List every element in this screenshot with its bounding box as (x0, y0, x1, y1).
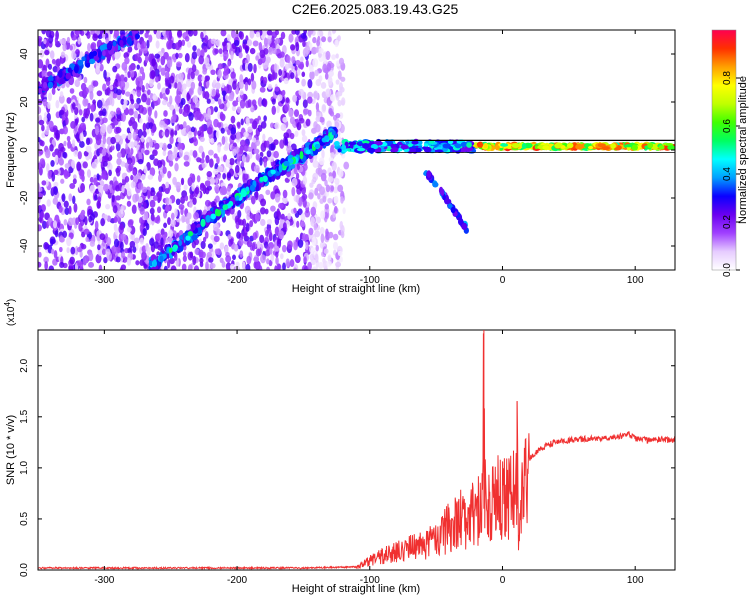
y-tick-label: 0 (19, 147, 30, 153)
x-tick-label: -300 (94, 275, 114, 286)
colorbar-tick-label: 0.2 (722, 215, 733, 229)
svg-text:(x104): (x104) (3, 299, 17, 326)
snr-xlabel: Height of straight line (km) (292, 583, 420, 595)
x-tick-label: -200 (227, 575, 247, 586)
spectrogram-xlabel: Height of straight line (km) (292, 283, 420, 295)
y-tick-label: 1.0 (19, 460, 30, 474)
colorbar-label: Normalized spectral amplitude (737, 76, 749, 224)
snr-series-line (38, 333, 675, 570)
y-tick-label: 2.0 (19, 358, 30, 372)
x-tick-label: -100 (360, 575, 380, 586)
figure-title: C2E6.2025.083.19.43.G25 (291, 1, 459, 17)
snr-multiplier-exp: 4 (3, 302, 12, 307)
colorbar-tick-label: 0.6 (722, 119, 733, 133)
colorbar-tick-label: 0.4 (722, 167, 733, 181)
x-tick-label: -200 (227, 275, 247, 286)
x-tick-label: 100 (627, 275, 644, 286)
colorbar-tick-label: 0.0 (722, 263, 733, 277)
y-tick-label: 20 (19, 96, 30, 108)
x-tick-label: 100 (627, 575, 644, 586)
y-tick-label: 1.5 (19, 409, 30, 423)
snr-panel: -300 -200 -100 0 100 0.0 0.5 1.0 1.5 2.0 Height o… (3, 299, 676, 595)
y-tick-label: 0.5 (19, 512, 30, 526)
spectrogram-image (38, 30, 675, 270)
y-tick-label: 0.0 (19, 563, 30, 577)
y-tick-label: 40 (19, 48, 30, 60)
snr-multiplier: (x104) (3, 299, 17, 326)
x-tick-label: -300 (94, 575, 114, 586)
snr-ylabel: SNR (10 * v/v) (5, 415, 17, 485)
colorbar-tick-label: 0.8 (722, 71, 733, 85)
snr-multiplier-base: (x10 (6, 306, 17, 326)
x-tick-label: 0 (500, 275, 506, 286)
x-tick-label: 0 (500, 575, 506, 586)
x-tick-label: -100 (360, 275, 380, 286)
colorbar: 0.0 0.2 0.4 0.6 0.8 Normalized spectral ampl… (711, 29, 749, 277)
y-tick-label: -20 (19, 190, 30, 205)
y-tick-label: -40 (19, 238, 30, 253)
spectrogram-ylabel: Frequency (Hz) (5, 112, 17, 188)
